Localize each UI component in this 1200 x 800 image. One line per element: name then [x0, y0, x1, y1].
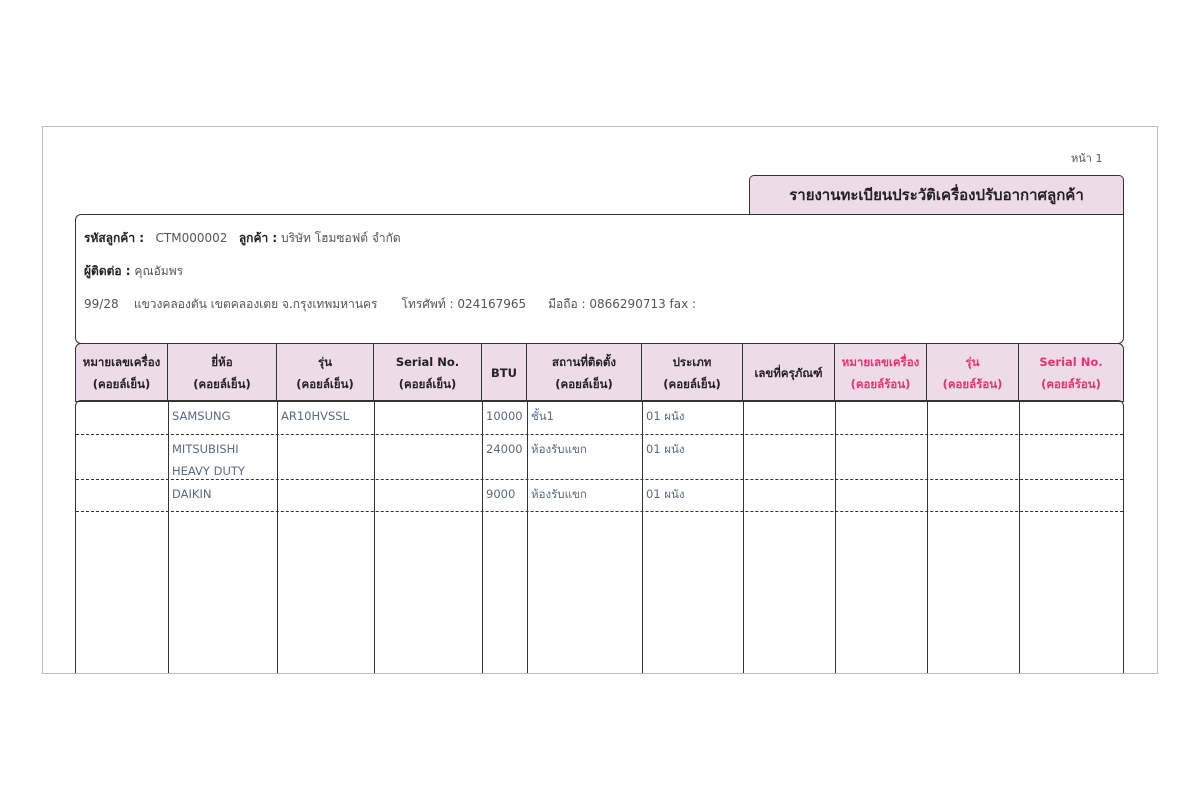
- table-cell: 9000: [486, 487, 516, 501]
- column-header: สถานที่ติดตั้ง (คอยล์เย็น): [527, 344, 642, 401]
- phone: โทรศัพท์ : 024167965: [401, 297, 527, 311]
- address: 99/28 แขวงคลองตัน เขตคลองเตย จ.กรุงเทพมห…: [84, 297, 378, 311]
- table-cell: ชั้น1: [531, 409, 554, 423]
- table-cell: HEAVY DUTY: [172, 464, 245, 478]
- table-cell: ห้องรับแขก: [531, 442, 587, 456]
- column-divider: [277, 401, 278, 673]
- column-header-line1: Serial No.: [395, 354, 460, 369]
- column-divider: [835, 401, 836, 673]
- page-number: หน้า 1: [1071, 152, 1103, 165]
- column-header-line2: (คอยล์เย็น): [663, 376, 721, 391]
- customer-name-label: ลูกค้า :: [238, 231, 278, 245]
- row-divider: [76, 479, 1123, 480]
- table-cell: 01 ผนัง: [646, 409, 685, 423]
- column-divider: [527, 401, 528, 673]
- column-divider: [743, 401, 744, 673]
- column-header-line1: รุ่น: [317, 354, 333, 369]
- column-header-line1: หมายเลขเครื่อง: [841, 354, 920, 369]
- table-cell: 24000: [486, 442, 523, 456]
- column-header-line1: เลขที่ครุภัณฑ์: [754, 365, 823, 380]
- report-title: รายงานทะเบียนประวัติเครื่องปรับอากาศลูกค…: [749, 175, 1124, 214]
- table-cell: SAMSUNG: [172, 409, 231, 423]
- column-header: ยี่ห้อ (คอยล์เย็น): [168, 344, 277, 401]
- customer-info: รหัสลูกค้า : CTM000002 ลูกค้า : บริษัท โ…: [75, 214, 1124, 344]
- table-cell: ห้องรับแขก: [531, 487, 587, 501]
- column-header: Serial No. (คอยล์เย็น): [374, 344, 482, 401]
- column-divider: [927, 401, 928, 673]
- customer-code-label: รหัสลูกค้า :: [84, 231, 145, 245]
- mobile-fax: มือถือ : 0866290713 fax :: [548, 297, 697, 311]
- column-header: เลขที่ครุภัณฑ์: [743, 344, 835, 401]
- column-header-line2: (คอยล์ร้อน): [942, 376, 1003, 391]
- column-header-line1: หมายเลขเครื่อง: [82, 354, 161, 369]
- report-page: หน้า 1 รายงานทะเบียนประวัติเครื่องปรับอา…: [42, 126, 1158, 674]
- column-divider: [168, 401, 169, 673]
- column-header-line2: (คอยล์เย็น): [398, 376, 457, 391]
- table-cell: MITSUBISHI: [172, 442, 239, 456]
- column-header: หมายเลขเครื่อง (คอยล์เย็น): [76, 344, 168, 401]
- table-cell: AR10HVSSL: [281, 409, 350, 423]
- column-header-line1: รุ่น: [965, 354, 980, 369]
- row-divider: [76, 434, 1123, 435]
- column-header-line2: (คอยล์เย็น): [193, 376, 251, 391]
- column-header-line2: (คอยล์เย็น): [555, 376, 613, 391]
- column-divider: [374, 401, 375, 673]
- contact-name: คุณอัมพร: [134, 264, 184, 278]
- column-header: รุ่น (คอยล์เย็น): [277, 344, 374, 401]
- column-header-line1: ประเภท: [672, 354, 712, 369]
- row-divider: [76, 511, 1123, 512]
- column-header-line2: (คอยล์เย็น): [296, 376, 354, 391]
- customer-code: CTM000002: [155, 231, 228, 245]
- column-header-line1: BTU: [491, 365, 517, 380]
- table-body: SAMSUNG AR10HVSSL 10000 ชั้น1 01 ผนัง MITSUBI…: [75, 400, 1124, 673]
- table-cell: 10000: [486, 409, 523, 423]
- column-header-line2: (คอยล์ร้อน): [850, 376, 911, 391]
- table-cell: 01 ผนัง: [646, 442, 685, 456]
- customer-name: บริษัท โฮมซอฟต์ จำกัด: [281, 231, 401, 245]
- column-header-line1: Serial No.: [1039, 354, 1103, 369]
- column-header-line1: ยี่ห้อ: [211, 354, 233, 369]
- column-header-line2: (คอยล์ร้อน): [1041, 376, 1101, 391]
- contact-label: ผู้ติดต่อ :: [84, 264, 131, 278]
- table-cell: DAIKIN: [172, 487, 212, 501]
- column-divider: [1019, 401, 1020, 673]
- column-header-line1: สถานที่ติดตั้ง: [552, 354, 616, 369]
- column-header: BTU: [482, 344, 527, 401]
- column-divider: [482, 401, 483, 673]
- table-header: หมายเลขเครื่อง (คอยล์เย็น) ยี่ห้อ (คอยล์เย็…: [75, 343, 1124, 402]
- column-header: ประเภท (คอยล์เย็น): [642, 344, 743, 401]
- column-header: รุ่น (คอยล์ร้อน): [927, 344, 1019, 401]
- column-header: Serial No. (คอยล์ร้อน): [1019, 344, 1123, 401]
- table-cell: 01 ผนัง: [646, 487, 685, 501]
- column-header: หมายเลขเครื่อง (คอยล์ร้อน): [835, 344, 927, 401]
- column-header-line2: (คอยล์เย็น): [92, 376, 151, 391]
- column-divider: [642, 401, 643, 673]
